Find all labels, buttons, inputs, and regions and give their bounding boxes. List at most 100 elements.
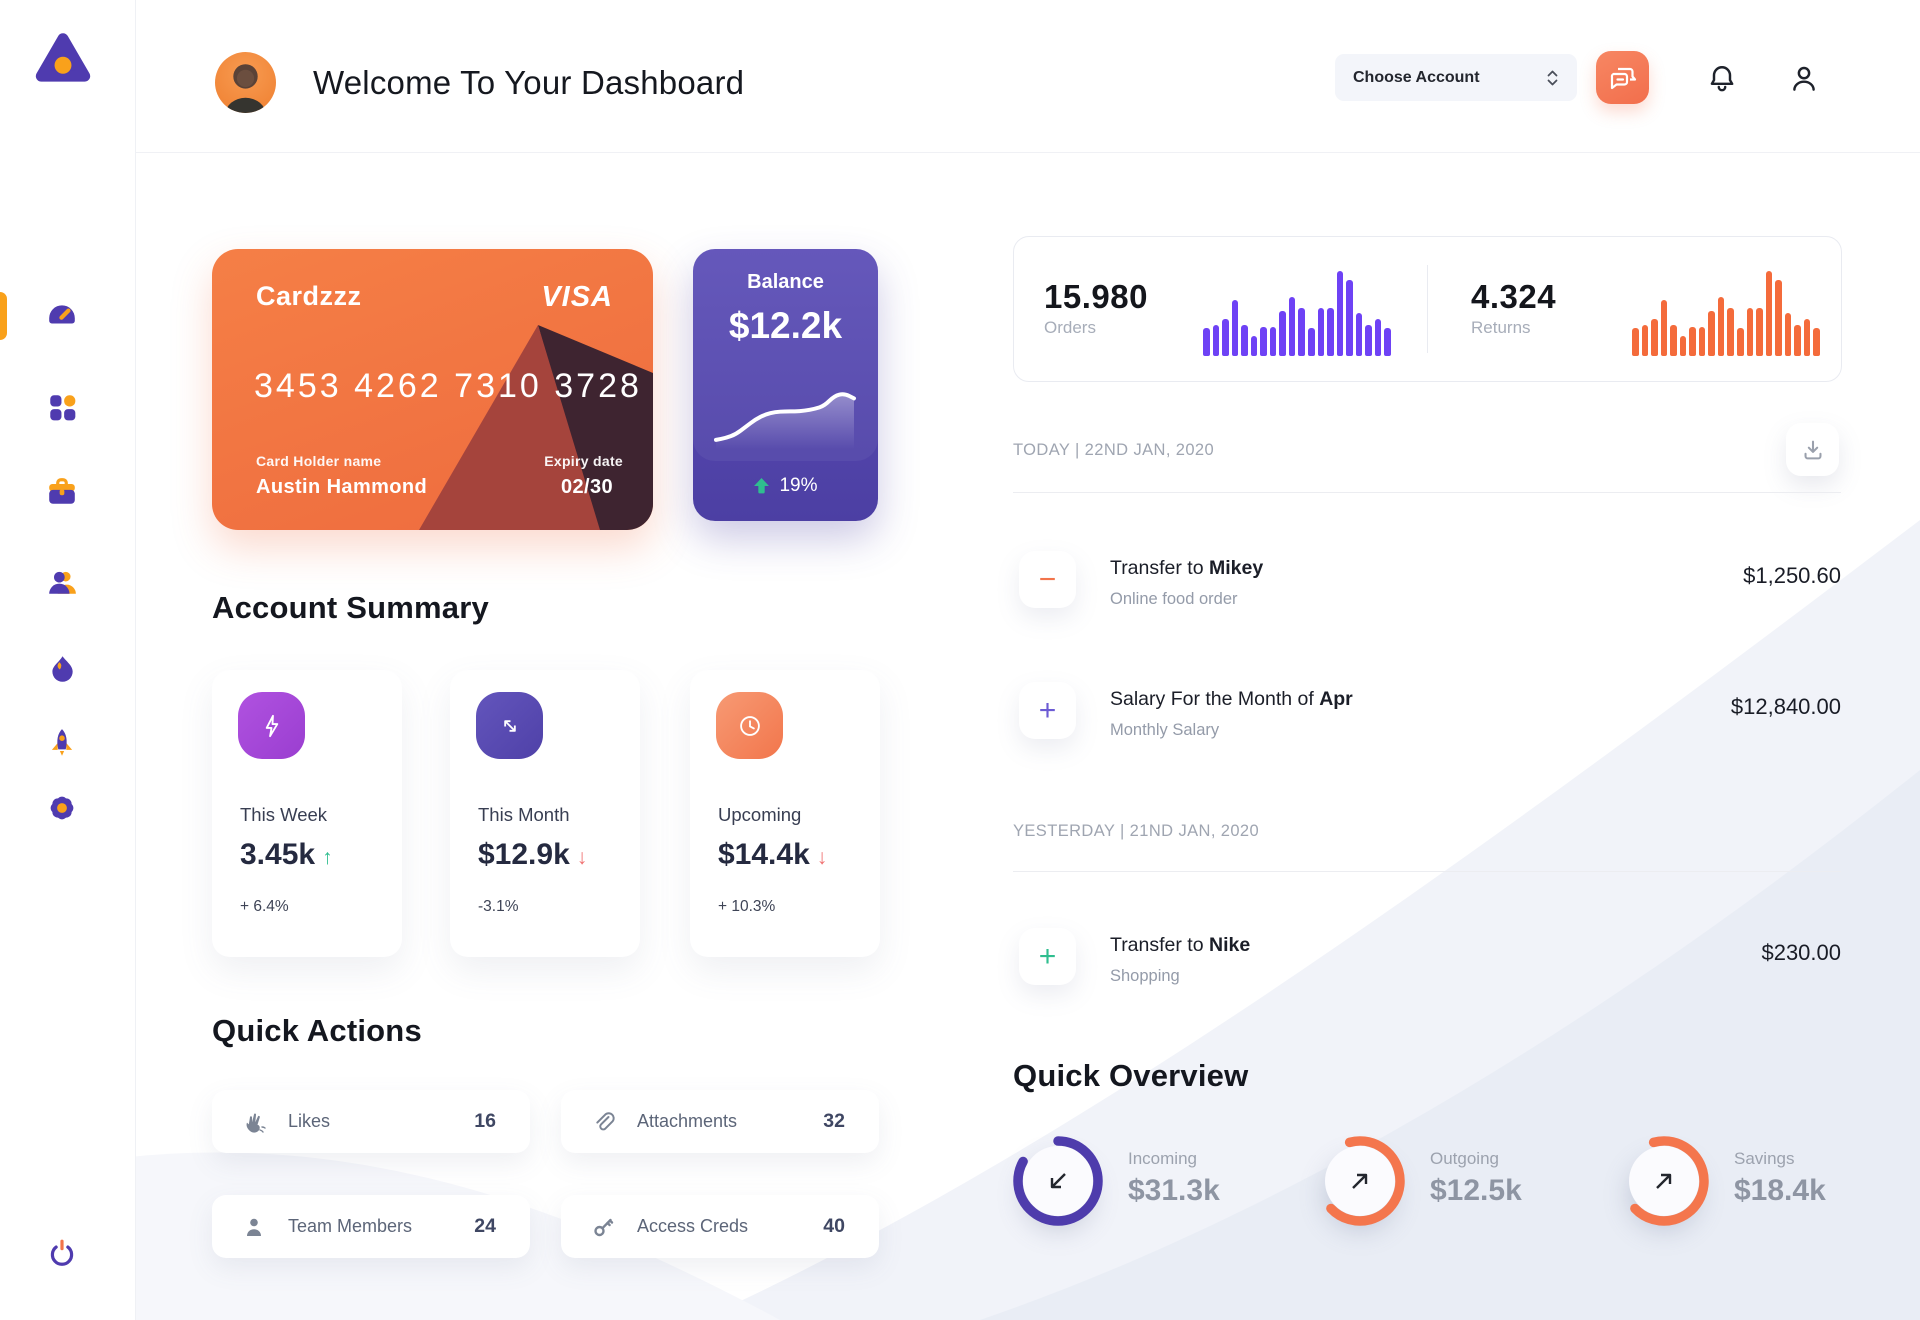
overview-value: $12.5k: [1430, 1174, 1522, 1207]
logout-button[interactable]: [38, 1230, 86, 1278]
quick-action-value: 24: [474, 1215, 496, 1237]
account-selector[interactable]: Choose Account: [1335, 54, 1577, 101]
transaction-title: Transfer to Nike: [1110, 934, 1251, 956]
summary-label: This Month: [478, 804, 570, 825]
summary-value: $12.9k ↓: [478, 838, 588, 871]
summary-value: 3.45k ↑: [240, 838, 333, 871]
returns-label: Returns: [1471, 318, 1531, 337]
bell-icon: [1710, 66, 1734, 92]
balance-change-value: 19%: [779, 475, 818, 496]
card-name: Cardzzz: [256, 281, 362, 311]
sidebar: [0, 0, 136, 1320]
download-icon: [1804, 440, 1821, 459]
users-icon: [49, 571, 76, 594]
download-button[interactable]: [1786, 423, 1839, 476]
expiry-label: Expiry date: [544, 453, 623, 469]
transaction-subtitle: Shopping: [1110, 967, 1180, 985]
sidebar-item-portfolio[interactable]: [38, 468, 86, 516]
lightning-icon: [265, 714, 278, 737]
quick-action-access-creds[interactable]: Access Creds 40: [561, 1195, 879, 1258]
app-logo[interactable]: [34, 30, 92, 86]
tx-group-header-yesterday: YESTERDAY | 21ND JAN, 2020: [1013, 822, 1260, 840]
card-holder-name: Austin Hammond: [256, 476, 428, 498]
transaction-title: Salary For the Month of Apr: [1110, 688, 1353, 710]
flame-icon: [52, 656, 73, 682]
quick-action-value: 16: [474, 1110, 496, 1132]
summary-card-upcoming: Upcoming $14.4k ↓ + 10.3%: [690, 670, 880, 957]
card-decoration: [419, 325, 653, 530]
orders-bar-chart: [1203, 271, 1391, 356]
summary-card-this-week: This Week 3.45k ↑ + 6.4%: [212, 670, 402, 957]
quick-action-attachments[interactable]: Attachments 32: [561, 1090, 879, 1153]
sidebar-item-activity[interactable]: [38, 645, 86, 693]
summary-delta: + 10.3%: [718, 898, 776, 915]
quick-action-likes[interactable]: Likes 16: [212, 1090, 530, 1153]
outgoing-donut: [1312, 1133, 1408, 1229]
trend-arrow-icon: ↑: [322, 846, 333, 869]
account-selector-label: Choose Account: [1353, 68, 1480, 86]
overview-label: Savings: [1734, 1149, 1795, 1168]
credit-card: Cardzzz VISA 3453 4262 7310 3728 Card Ho…: [212, 249, 653, 530]
paperclip-icon: [596, 1111, 615, 1130]
summary-label: Upcoming: [718, 804, 802, 825]
overview-label: Incoming: [1128, 1149, 1197, 1168]
summary-delta: + 6.4%: [240, 898, 289, 915]
divider: [1013, 871, 1841, 872]
down-left-arrow-icon: [1050, 1173, 1066, 1189]
divider: [1013, 492, 1841, 493]
profile-button[interactable]: [1783, 58, 1825, 100]
speedometer-icon: [49, 305, 75, 324]
user-avatar[interactable]: [215, 52, 276, 113]
summary-label: This Week: [240, 804, 328, 825]
briefcase-icon: [49, 478, 75, 504]
returns-bar-chart: [1632, 271, 1820, 356]
summary-card-this-month: This Month $12.9k ↓ -3.1%: [450, 670, 640, 957]
sidebar-item-team[interactable]: [38, 558, 86, 606]
transaction-row[interactable]: + Salary For the Month of Apr Monthly Sa…: [1013, 682, 1841, 742]
transaction-sign-icon: +: [1019, 682, 1076, 739]
balance-value: $12.2k: [728, 305, 843, 346]
gear-icon: [50, 796, 74, 820]
savings-donut: [1616, 1133, 1712, 1229]
chat-button[interactable]: [1596, 51, 1649, 104]
card-number: 3453 4262 7310 3728: [254, 367, 642, 405]
clock-icon: [739, 715, 760, 736]
overview-outgoing: Outgoing $12.5k: [1312, 1133, 1612, 1233]
sidebar-item-dashboard[interactable]: [38, 292, 86, 340]
power-icon: [50, 1239, 74, 1266]
quick-action-label: Access Creds: [637, 1216, 749, 1236]
transaction-row[interactable]: − Transfer to Mikey Online food order $1…: [1013, 551, 1841, 611]
quick-action-team-members[interactable]: Team Members 24: [212, 1195, 530, 1258]
notifications-button[interactable]: [1701, 58, 1743, 100]
up-right-arrow-icon: [1656, 1173, 1672, 1189]
balance-change: 19%: [693, 475, 878, 497]
sidebar-item-launch[interactable]: [38, 719, 86, 767]
orders-value: 15.980: [1044, 278, 1148, 315]
tx-group-header-today: TODAY | 22ND JAN, 2020: [1013, 441, 1215, 459]
divider: [1427, 265, 1428, 353]
orders-returns-card: 15.980 Orders 4.324 Returns: [1013, 236, 1842, 382]
transaction-amount: $12,840.00: [1730, 694, 1841, 719]
transaction-row[interactable]: + Transfer to Nike Shopping $230.00: [1013, 928, 1841, 988]
up-right-arrow-icon: [1352, 1173, 1368, 1189]
key-icon: [594, 1218, 614, 1236]
sidebar-item-settings[interactable]: [38, 784, 86, 832]
quick-actions-title: Quick Actions: [212, 1013, 422, 1048]
account-summary-title: Account Summary: [212, 590, 489, 625]
user-icon: [1793, 66, 1815, 91]
grid-dots-icon: [50, 395, 76, 421]
card-holder-label: Card Holder name: [256, 453, 382, 469]
summary-value: $14.4k ↓: [718, 838, 828, 871]
transaction-subtitle: Online food order: [1110, 590, 1238, 608]
member-icon: [247, 1218, 261, 1236]
overview-incoming: Incoming $31.3k: [1010, 1133, 1310, 1233]
balance-label: Balance: [747, 271, 824, 293]
transaction-amount: $1,250.60: [1743, 563, 1841, 588]
quick-action-label: Likes: [288, 1111, 331, 1131]
quick-action-value: 40: [823, 1215, 845, 1237]
trend-arrow-icon: ↓: [576, 846, 588, 869]
sidebar-item-apps[interactable]: [38, 383, 86, 431]
chat-bubbles-icon: [1610, 67, 1636, 89]
transaction-amount: $230.00: [1761, 940, 1841, 965]
